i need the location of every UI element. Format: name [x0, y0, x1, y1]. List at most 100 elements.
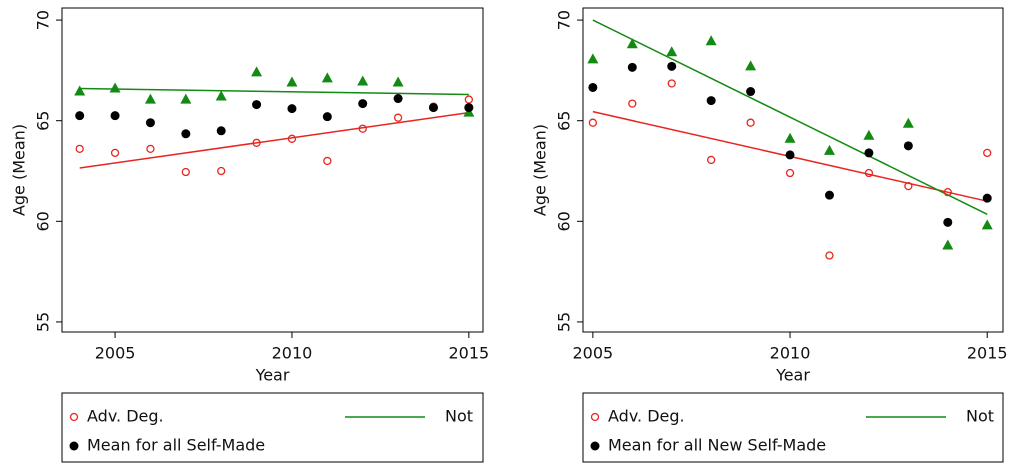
point: [464, 103, 474, 113]
y-axis-title: Age (Mean): [531, 124, 550, 216]
point: [75, 111, 85, 121]
point: [587, 53, 599, 64]
point: [392, 76, 404, 87]
point: [863, 129, 875, 140]
point: [784, 132, 796, 143]
legend-box: [61, 392, 484, 463]
point: [393, 113, 403, 122]
legend-symbol: [69, 412, 79, 422]
point: [824, 190, 834, 200]
point: [745, 60, 757, 71]
point: [322, 112, 332, 122]
x-tick-label: 2015: [448, 344, 489, 363]
point: [942, 239, 954, 250]
point: [864, 148, 874, 158]
point: [943, 217, 953, 227]
fit-line: [592, 19, 988, 215]
point: [464, 95, 473, 104]
point: [785, 168, 795, 178]
point: [981, 219, 993, 230]
legend-label: Adv. Deg.: [608, 407, 685, 426]
point: [628, 99, 637, 108]
point: [904, 181, 913, 191]
point: [903, 141, 913, 151]
point: [181, 129, 191, 139]
point: [943, 187, 952, 197]
y-tick-label: 60: [34, 211, 53, 231]
point: [144, 93, 156, 104]
point: [588, 118, 598, 127]
point: [746, 87, 756, 97]
point: [321, 72, 333, 83]
point: [428, 103, 438, 113]
point: [666, 46, 678, 57]
x-tick-label: 2010: [272, 344, 313, 363]
y-axis-title: Age (Mean): [10, 124, 29, 216]
point: [823, 144, 835, 155]
point: [252, 138, 261, 147]
point: [145, 118, 155, 128]
point: [982, 193, 992, 203]
point: [323, 156, 332, 166]
point: [109, 82, 121, 93]
fit-line: [79, 87, 469, 96]
point: [287, 134, 297, 143]
point: [785, 150, 795, 160]
point: [181, 167, 190, 177]
y-tick-label: 65: [555, 111, 574, 131]
x-tick-label: 2005: [572, 344, 613, 363]
point: [358, 99, 368, 109]
point: [627, 62, 637, 72]
point: [864, 168, 874, 178]
point: [667, 79, 676, 88]
y-tick-label: 70: [34, 10, 53, 30]
legend-symbol: [590, 441, 600, 451]
point: [215, 90, 227, 101]
legend-label: Adv. Deg.: [87, 407, 164, 426]
point: [983, 148, 992, 158]
point: [902, 117, 914, 128]
fit-line: [79, 111, 469, 169]
point: [217, 166, 226, 176]
point: [75, 144, 84, 154]
point: [706, 96, 716, 106]
y-tick-label: 70: [555, 10, 574, 30]
point: [825, 251, 834, 260]
point: [393, 94, 403, 104]
y-tick-label: 65: [34, 111, 53, 131]
point: [287, 104, 297, 114]
y-tick-label: 55: [34, 312, 53, 332]
legend-label: Mean for all Self-Made: [87, 436, 265, 455]
legend-label: Mean for all New Self-Made: [608, 436, 826, 455]
point: [216, 126, 226, 136]
plot-frame: [61, 7, 484, 333]
x-tick-label: 2015: [967, 344, 1008, 363]
point: [251, 66, 263, 77]
point: [667, 61, 677, 71]
x-tick-label: 2005: [95, 344, 136, 363]
point: [358, 124, 367, 133]
point: [588, 82, 598, 92]
x-axis-title: Year: [255, 366, 290, 385]
legend-label: Not: [966, 407, 994, 426]
point: [705, 35, 717, 46]
point: [252, 100, 262, 110]
y-tick-label: 55: [555, 312, 574, 332]
point: [110, 148, 120, 158]
point: [110, 111, 120, 121]
legend-symbol: [590, 412, 600, 422]
point: [74, 85, 86, 96]
legend-box: [582, 392, 1004, 463]
point: [357, 75, 369, 86]
plot-frame: [582, 7, 1004, 333]
point: [707, 155, 716, 165]
point: [180, 93, 192, 104]
legend-symbol: [69, 441, 79, 451]
point: [146, 144, 155, 154]
point: [746, 118, 755, 127]
x-axis-title: Year: [775, 366, 810, 385]
y-tick-label: 60: [555, 211, 574, 231]
x-tick-label: 2010: [770, 344, 811, 363]
